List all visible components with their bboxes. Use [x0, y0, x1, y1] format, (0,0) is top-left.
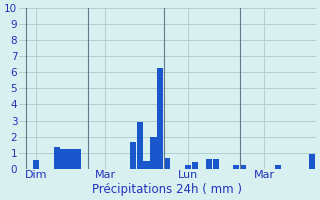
Bar [185, 165, 191, 169]
Bar [206, 159, 212, 169]
Bar [143, 161, 150, 169]
Bar [53, 147, 60, 169]
Bar [157, 68, 164, 169]
Bar [68, 149, 74, 169]
Bar [192, 162, 198, 169]
Bar [309, 154, 316, 169]
Bar [137, 122, 143, 169]
Bar [74, 149, 81, 169]
Bar [212, 159, 219, 169]
Bar [233, 165, 239, 169]
Bar [60, 149, 67, 169]
Bar [130, 142, 136, 169]
X-axis label: Précipitations 24h ( mm ): Précipitations 24h ( mm ) [92, 183, 242, 196]
Bar [150, 137, 156, 169]
Bar [33, 160, 39, 169]
Bar [164, 158, 170, 169]
Bar [275, 165, 281, 169]
Bar [240, 165, 246, 169]
